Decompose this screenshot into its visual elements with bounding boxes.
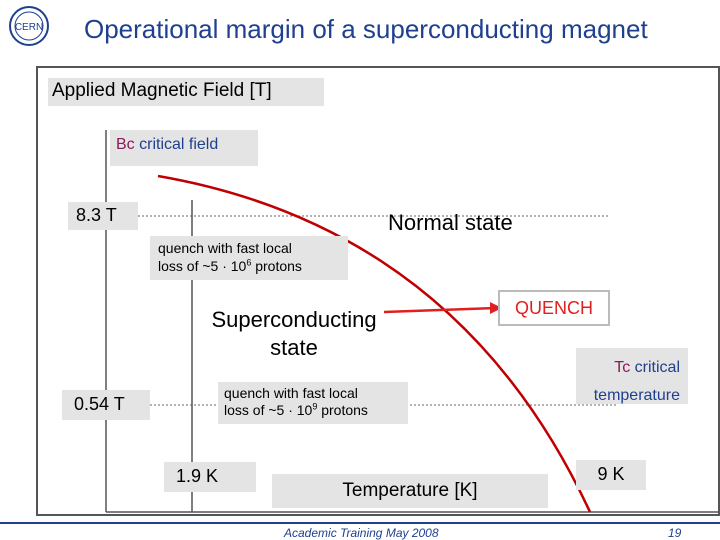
field-high-label: 8.3 T bbox=[68, 202, 138, 230]
superconducting-state-label: Superconducting state bbox=[211, 307, 377, 360]
quench-slow-line1: quench with fast local bbox=[224, 385, 358, 401]
footer: Academic Training May 2008 19 bbox=[0, 522, 720, 540]
logo-text: CERN bbox=[15, 22, 43, 33]
tc-symbol: Tc bbox=[614, 359, 631, 376]
x-axis-label: Temperature [K] bbox=[272, 474, 548, 508]
page-number: 19 bbox=[668, 526, 682, 540]
footer-event: Academic Training May 2008 bbox=[284, 526, 439, 540]
bc-symbol: Bc bbox=[116, 136, 135, 153]
critical-temp-label: 9 K bbox=[576, 460, 646, 490]
quench-slow-label: quench with fast local loss of ~5 · 109 … bbox=[218, 382, 408, 424]
critical-curve bbox=[157, 174, 592, 513]
y-axis-label: Applied Magnetic Field [T] bbox=[48, 78, 324, 106]
footer-divider bbox=[0, 522, 720, 524]
quench-fast-label: quench with fast local loss of ~5 · 106 … bbox=[150, 236, 348, 280]
page-title: Operational margin of a superconducting … bbox=[84, 14, 648, 44]
quench-label: QUENCH bbox=[498, 290, 610, 326]
diagram-frame: Applied Magnetic Field [T] Bc critical f… bbox=[36, 66, 720, 516]
quench-fast-line2: loss of ~5 · 106 protons bbox=[158, 257, 302, 274]
normal-state-label: Normal state bbox=[388, 210, 513, 235]
quench-arrowhead bbox=[490, 302, 502, 314]
quench-fast-line1: quench with fast local bbox=[158, 240, 292, 256]
quench-slow-line2: loss of ~5 · 109 protons bbox=[224, 401, 368, 418]
bc-text: critical field bbox=[134, 136, 219, 153]
bc-label: Bc critical field bbox=[110, 130, 258, 166]
cern-logo: CERN bbox=[9, 6, 49, 46]
field-low-label: 0.54 T bbox=[62, 390, 150, 420]
operating-temp-label: 1.9 K bbox=[164, 462, 256, 492]
tc-label: Tc critical temperature bbox=[576, 348, 688, 404]
quench-arrow bbox=[383, 306, 497, 314]
